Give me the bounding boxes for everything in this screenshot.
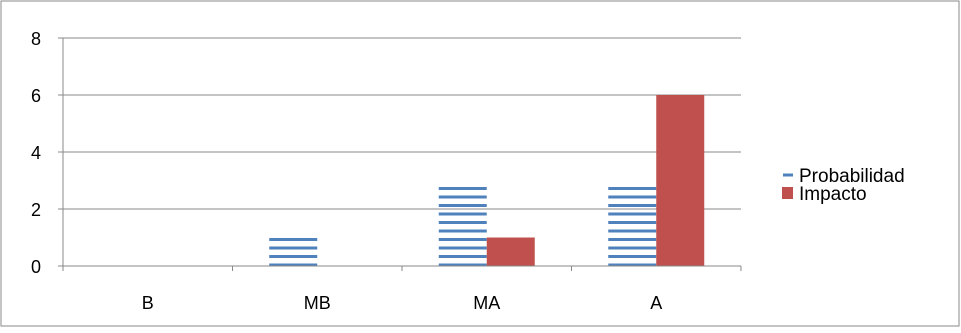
x-tick-label: B bbox=[142, 293, 154, 313]
legend-label-impacto: Impacto bbox=[799, 184, 867, 205]
y-tick-label: 6 bbox=[31, 86, 41, 106]
legend-swatch-probabilidad bbox=[783, 173, 793, 177]
bar-probabilidad-mb bbox=[269, 237, 318, 266]
y-tick-label: 2 bbox=[31, 200, 41, 220]
x-tick-labels: B MB MA A bbox=[142, 293, 663, 313]
bar-impacto-a bbox=[656, 95, 705, 266]
y-tick-label: 8 bbox=[31, 29, 41, 49]
bar-probabilidad-ma bbox=[438, 184, 487, 266]
x-tick-label: MB bbox=[304, 293, 331, 313]
bars bbox=[269, 95, 705, 266]
bar-impacto-ma bbox=[486, 237, 535, 266]
bar-probabilidad-a bbox=[608, 184, 657, 266]
x-tick-label: A bbox=[650, 293, 662, 313]
axes bbox=[58, 37, 742, 271]
y-tick-label: 4 bbox=[31, 143, 41, 163]
y-tick-label: 0 bbox=[31, 257, 41, 277]
legend-swatch-impacto bbox=[782, 187, 793, 199]
legend-label-probabilidad: Probabilidad bbox=[799, 166, 905, 187]
x-tick-label: MA bbox=[473, 293, 500, 313]
y-tick-labels: 0 2 4 6 8 bbox=[31, 29, 41, 277]
